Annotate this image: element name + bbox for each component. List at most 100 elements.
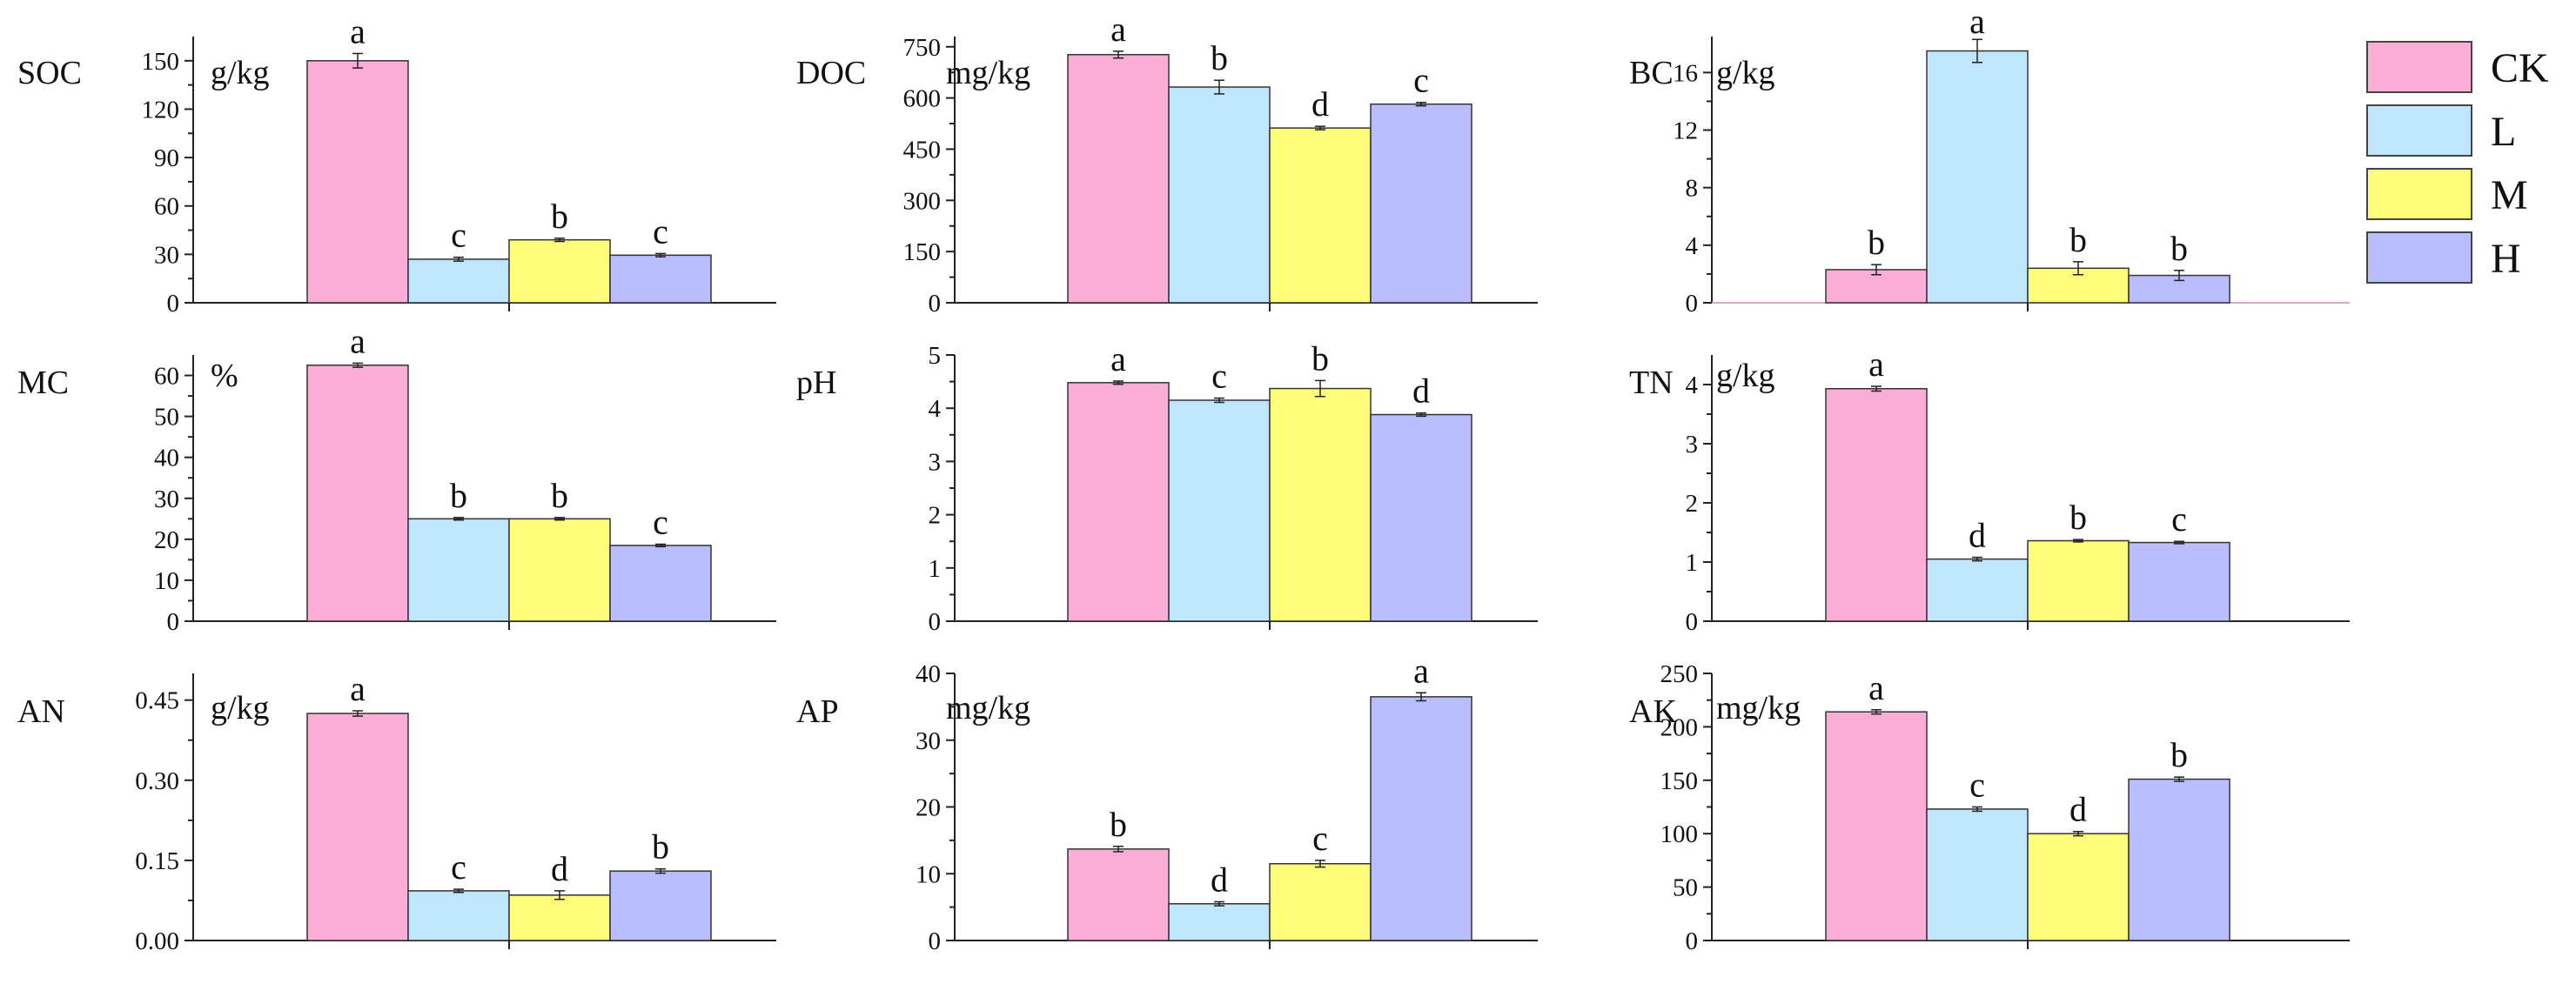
bar-ck xyxy=(306,60,409,304)
legend-swatch-ck xyxy=(2366,41,2472,93)
chart-panel-tn: TN g/kg 0 1 2 3 4 a d b c xyxy=(1629,345,2350,636)
bar-m xyxy=(2027,833,2130,941)
significance-letter: d xyxy=(2070,790,2087,829)
significance-letter: c xyxy=(1312,819,1328,858)
y-tick-label: 450 xyxy=(903,136,942,164)
significance-letter: c xyxy=(1969,766,1985,805)
significance-letter: a xyxy=(350,11,366,50)
bar-m xyxy=(508,894,611,941)
y-tick-label: 50 xyxy=(1673,874,1698,902)
legend-item: H xyxy=(2366,231,2521,284)
y-tick-label: 0 xyxy=(929,290,942,318)
bar-ck xyxy=(1067,54,1170,304)
legend-swatch-l xyxy=(2366,104,2472,157)
bar-m xyxy=(2027,539,2130,622)
y-tick-label: 0.30 xyxy=(135,767,179,795)
legend-item: L xyxy=(2366,104,2516,157)
y-tick-label: 0 xyxy=(1686,927,1699,955)
bar-l xyxy=(407,890,510,941)
y-tick-label: 600 xyxy=(903,85,942,113)
legend-label-ck: CK xyxy=(2491,45,2549,91)
significance-letter: d xyxy=(1211,860,1228,899)
legend-item: CK xyxy=(2366,41,2549,93)
y-tick-label: 30 xyxy=(154,241,179,269)
chart-panel-mc: MC % 0 10 20 30 40 50 60 a b b c xyxy=(17,321,776,636)
significance-letter: b xyxy=(450,476,467,515)
legend-label-l: L xyxy=(2491,109,2516,155)
y-tick-label: 50 xyxy=(154,404,179,432)
bar-h xyxy=(2128,778,2231,941)
bar-h xyxy=(609,870,712,941)
legend-label-h: H xyxy=(2491,236,2521,282)
chart-panel-ak: AK mg/kg 0 50 100 150 200 250 a c d b xyxy=(1629,660,2350,955)
panel-title: BC xyxy=(1629,55,1674,91)
bar-ck xyxy=(306,365,409,622)
significance-letter: b xyxy=(1211,38,1228,77)
significance-letter: d xyxy=(551,849,568,888)
significance-letter: a xyxy=(1868,668,1884,707)
y-tick-label: 3 xyxy=(929,448,942,476)
y-tick-label: 0.00 xyxy=(135,927,179,955)
y-tick-label: 8 xyxy=(1686,175,1699,203)
significance-letter: c xyxy=(2171,499,2187,539)
y-tick-label: 4 xyxy=(1686,232,1699,260)
significance-letter: b xyxy=(2170,735,2188,774)
bar-l xyxy=(1168,903,1271,941)
y-tick-label: 750 xyxy=(903,34,942,62)
significance-letter: d xyxy=(1311,84,1329,124)
significance-letter: a xyxy=(350,669,366,708)
y-tick-label: 100 xyxy=(1660,820,1699,848)
legend-item: M xyxy=(2366,168,2528,220)
legend-label-m: M xyxy=(2491,172,2528,218)
y-tick-label: 20 xyxy=(154,526,179,554)
y-tick-label: 250 xyxy=(1660,660,1699,688)
significance-letter: a xyxy=(1969,2,1985,41)
bar-l xyxy=(1926,50,2029,304)
unit-label: g/kg xyxy=(211,690,270,726)
y-tick-label: 0 xyxy=(1686,290,1699,318)
chart-panel-an: AN g/kg 0.00 0.15 0.30 0.45 a c d b xyxy=(17,669,776,955)
y-tick-label: 4 xyxy=(1686,372,1699,399)
bar-h xyxy=(1370,103,1472,304)
unit-label: g/kg xyxy=(1716,55,1775,91)
significance-letter: a xyxy=(1110,10,1126,49)
y-tick-label: 200 xyxy=(1660,713,1699,741)
panel-title: DOC xyxy=(796,55,866,91)
y-tick-label: 0 xyxy=(929,608,942,636)
panel-title: SOC xyxy=(17,55,82,91)
bar-ck xyxy=(306,713,409,941)
chart-panel-doc: DOC mg/kg 0 150 300 450 600 750 a b d c xyxy=(796,10,1538,318)
y-tick-label: 150 xyxy=(1660,767,1699,795)
y-tick-label: 150 xyxy=(142,48,180,76)
significance-letter: b xyxy=(1311,338,1329,378)
significance-letter: c xyxy=(1211,357,1227,396)
significance-letter: b xyxy=(2070,498,2087,537)
significance-letter: b xyxy=(1868,223,1885,262)
panel-title: MC xyxy=(17,365,69,401)
significance-letter: a xyxy=(350,321,366,360)
significance-letter: c xyxy=(1413,61,1429,100)
y-tick-label: 1 xyxy=(929,555,942,583)
y-tick-label: 2 xyxy=(929,502,942,530)
y-tick-label: 10 xyxy=(916,860,941,888)
significance-letter: b xyxy=(2170,229,2188,268)
y-tick-label: 0.45 xyxy=(135,687,179,715)
y-tick-label: 1 xyxy=(1686,549,1699,577)
y-tick-label: 40 xyxy=(154,445,179,472)
y-tick-label: 60 xyxy=(154,193,179,221)
bar-h xyxy=(609,545,712,622)
significance-letter: c xyxy=(451,847,466,887)
bar-h xyxy=(1370,696,1472,941)
y-tick-label: 0 xyxy=(167,290,180,318)
significance-letter: b xyxy=(2070,220,2087,259)
significance-letter: b xyxy=(551,197,568,236)
unit-label: % xyxy=(211,358,238,394)
significance-letter: c xyxy=(653,211,668,251)
bar-l xyxy=(1168,399,1271,622)
significance-letter: d xyxy=(1969,516,1986,555)
legend-swatch-m xyxy=(2366,168,2472,220)
y-tick-label: 5 xyxy=(929,342,942,370)
significance-letter: c xyxy=(653,502,668,541)
chart-panel-ap: AP mg/kg 0 10 20 30 40 b d c a xyxy=(796,651,1538,955)
